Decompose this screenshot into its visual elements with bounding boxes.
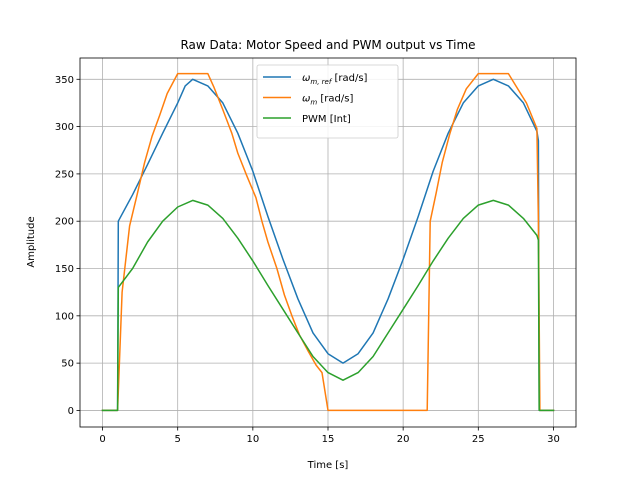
- series-lines: [101, 72, 555, 412]
- x-tick-label: 10: [246, 434, 259, 445]
- x-tick-label: 30: [547, 434, 560, 445]
- y-axis-label: Amplitude: [26, 216, 37, 267]
- y-tick-label: 150: [55, 264, 74, 275]
- legend-label-3: PWM [Int]: [302, 114, 351, 125]
- series-line-2: [101, 72, 555, 412]
- x-axis-label: Time [s]: [307, 460, 349, 471]
- legend: ωm, ref [rad/s] ωm [rad/s] PWM [Int]: [256, 64, 399, 139]
- y-tick-label: 50: [61, 359, 74, 370]
- y-tick-label: 200: [55, 217, 74, 228]
- y-tick-label: 250: [55, 169, 74, 180]
- y-tick-label: 100: [55, 311, 74, 322]
- series-line-1: [101, 78, 555, 412]
- series-line-3: [101, 199, 555, 412]
- legend-label-2: ωm [rad/s]: [302, 94, 353, 107]
- y-tick-label: 350: [55, 75, 74, 86]
- x-tick-label: 15: [322, 434, 335, 445]
- legend-label-1: ωm, ref [rad/s]: [302, 73, 368, 86]
- y-tick-label: 300: [55, 122, 74, 133]
- legend-box: [256, 64, 399, 139]
- y-tick-label: 0: [68, 406, 74, 417]
- chart-title: Raw Data: Motor Speed and PWM output vs …: [180, 38, 475, 52]
- x-tick-label: 25: [472, 434, 485, 445]
- x-tick-label: 20: [397, 434, 410, 445]
- x-tick-label: 0: [99, 434, 105, 445]
- x-tick-label: 5: [175, 434, 181, 445]
